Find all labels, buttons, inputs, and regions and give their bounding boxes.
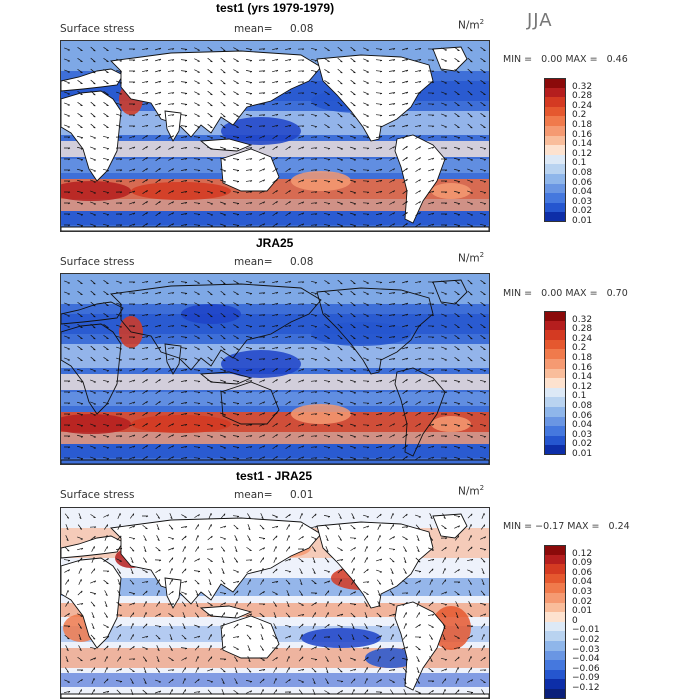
mean-value: 0.08 [290, 23, 314, 35]
colorbar-tick-label: 0.16 [572, 129, 593, 140]
units-label: N/m2 [458, 484, 485, 498]
colorbar-tick-label: −0.04 [572, 654, 600, 665]
map-svg [61, 41, 489, 231]
colorbar-tick-label: 0.03 [572, 196, 593, 207]
colorbar-tick-label: 0.03 [572, 429, 593, 440]
colorbar-tick-label: −0.01 [572, 625, 600, 636]
mean-value: 0.08 [290, 256, 314, 268]
variable-label: Surface stress [60, 256, 135, 268]
mean-label: mean= [234, 489, 273, 501]
variable-label: Surface stress [60, 489, 135, 501]
colorbar-tick-label: 0.28 [572, 324, 593, 335]
panel-title: test1 (yrs 1979-1979) [216, 1, 335, 15]
colorbar-tick-label: 0.06 [572, 410, 593, 421]
min-max-readout: MIN = 0.00 MAX = 0.70 [503, 288, 628, 299]
min-max-readout: MIN = −0.17 MAX = 0.24 [503, 521, 630, 532]
mean-value: 0.01 [290, 489, 314, 501]
colorbar-tick-label: 0.09 [572, 558, 593, 569]
panel-title: test1 - JRA25 [236, 469, 313, 483]
mean-label: mean= [234, 256, 273, 268]
colorbar-tick-label: 0.08 [572, 401, 593, 411]
colorbar-tick-label: 0.16 [572, 362, 593, 373]
colorbar-tick-label: −0.03 [572, 644, 600, 655]
colorbar-tick-label: −0.02 [572, 635, 600, 645]
season-label: JJA [527, 10, 553, 31]
colorbar-tick-label: 0.08 [572, 168, 593, 178]
colorbar-tick-label: 0.06 [572, 177, 593, 188]
colorbar-frame [544, 78, 566, 222]
colorbar-tick-label: 0.01 [572, 606, 593, 617]
colorbar-tick-label: 0.14 [572, 372, 593, 383]
colorbar-tick-label: 0 [572, 615, 578, 626]
colorbar-tick-label: 0.2 [572, 343, 587, 354]
colorbar-tick-label: 0.02 [572, 596, 593, 607]
units-label: N/m2 [458, 18, 485, 32]
variable-label: Surface stress [60, 23, 135, 35]
colorbar-tick-label: 0.01 [572, 216, 593, 226]
colorbar-tick-label: 0.12 [572, 381, 593, 392]
colorbar-tick-label: 0.01 [572, 449, 593, 459]
colorbar-tick-label: 0.04 [572, 420, 593, 431]
colorbar-frame [544, 311, 566, 455]
colorbar-tick-label: 0.24 [572, 333, 593, 344]
map-svg [61, 274, 489, 464]
colorbar-tick-label: 0.32 [572, 314, 593, 325]
colorbar-tick-label: 0.03 [572, 587, 593, 597]
colorbar-tick-label: −0.12 [572, 683, 600, 693]
colorbar-tick-label: 0.04 [572, 577, 593, 588]
colorbar-tick-label: 0.32 [572, 81, 593, 92]
colorbar-tick-label: 0.1 [572, 158, 587, 169]
map-svg [61, 508, 489, 698]
units-label: N/m2 [458, 251, 485, 265]
colorbar-tick-label: 0.18 [572, 120, 593, 130]
colorbar-tick-label: 0.28 [572, 91, 593, 102]
colorbar-frame [544, 545, 566, 699]
colorbar-tick-label: 0.12 [572, 148, 593, 159]
panel-title: JRA25 [256, 236, 294, 250]
world-map [60, 507, 490, 699]
colorbar-tick-label: −0.09 [572, 673, 600, 684]
colorbar-tick-label: 0.24 [572, 100, 593, 111]
colorbar-tick-label: 0.2 [572, 110, 587, 121]
colorbar-tick-label: 0.14 [572, 139, 593, 150]
world-map [60, 40, 490, 232]
colorbar-tick-label: 0.06 [572, 567, 593, 578]
colorbar-tick-label: 0.1 [572, 391, 587, 402]
colorbar-tick-label: 0.12 [572, 548, 593, 559]
mean-label: mean= [234, 23, 273, 35]
colorbar-tick-label: 0.18 [572, 353, 593, 363]
colorbar-tick-label: 0.02 [572, 439, 593, 450]
world-map [60, 273, 490, 465]
min-max-readout: MIN = 0.00 MAX = 0.46 [503, 54, 628, 65]
colorbar-tick-label: 0.02 [572, 206, 593, 217]
colorbar-tick-label: 0.04 [572, 187, 593, 198]
colorbar-tick-label: −0.06 [572, 663, 600, 674]
